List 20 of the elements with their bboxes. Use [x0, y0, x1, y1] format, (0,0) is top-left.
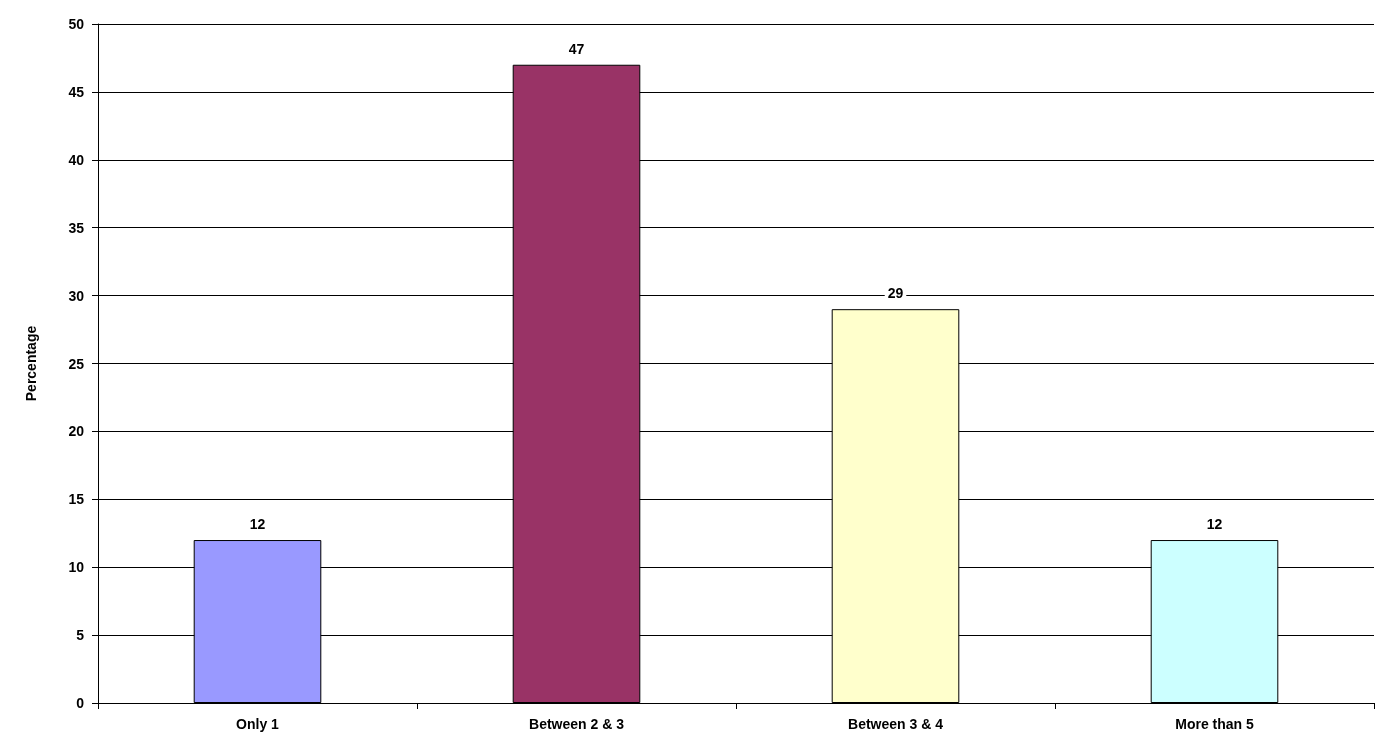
x-tick-label: Between 2 & 3	[529, 716, 625, 732]
y-tick-label: 0	[76, 695, 85, 711]
y-tick-label: 45	[68, 83, 85, 100]
x-tick-label: Between 3 & 4	[848, 716, 944, 732]
y-tick-label: 30	[68, 287, 85, 304]
y-tick-label: 20	[68, 423, 85, 440]
data-label: 12	[249, 516, 266, 533]
y-tick-label: 10	[68, 559, 85, 576]
y-tick-label: 35	[68, 219, 85, 236]
x-tick-label: Only 1	[236, 716, 280, 732]
y-tick-label: 40	[68, 151, 85, 168]
y-tick-label: 50	[68, 16, 85, 32]
data-label: 29	[887, 285, 904, 302]
y-tick-label: 5	[76, 627, 85, 644]
data-label: 12	[1206, 516, 1223, 533]
data-label: 47	[568, 40, 585, 57]
y-axis-title: Percentage	[23, 325, 39, 402]
y-tick-label: 25	[68, 355, 85, 372]
x-tick-label: More than 5	[1175, 716, 1254, 732]
y-tick-label: 15	[68, 491, 85, 508]
